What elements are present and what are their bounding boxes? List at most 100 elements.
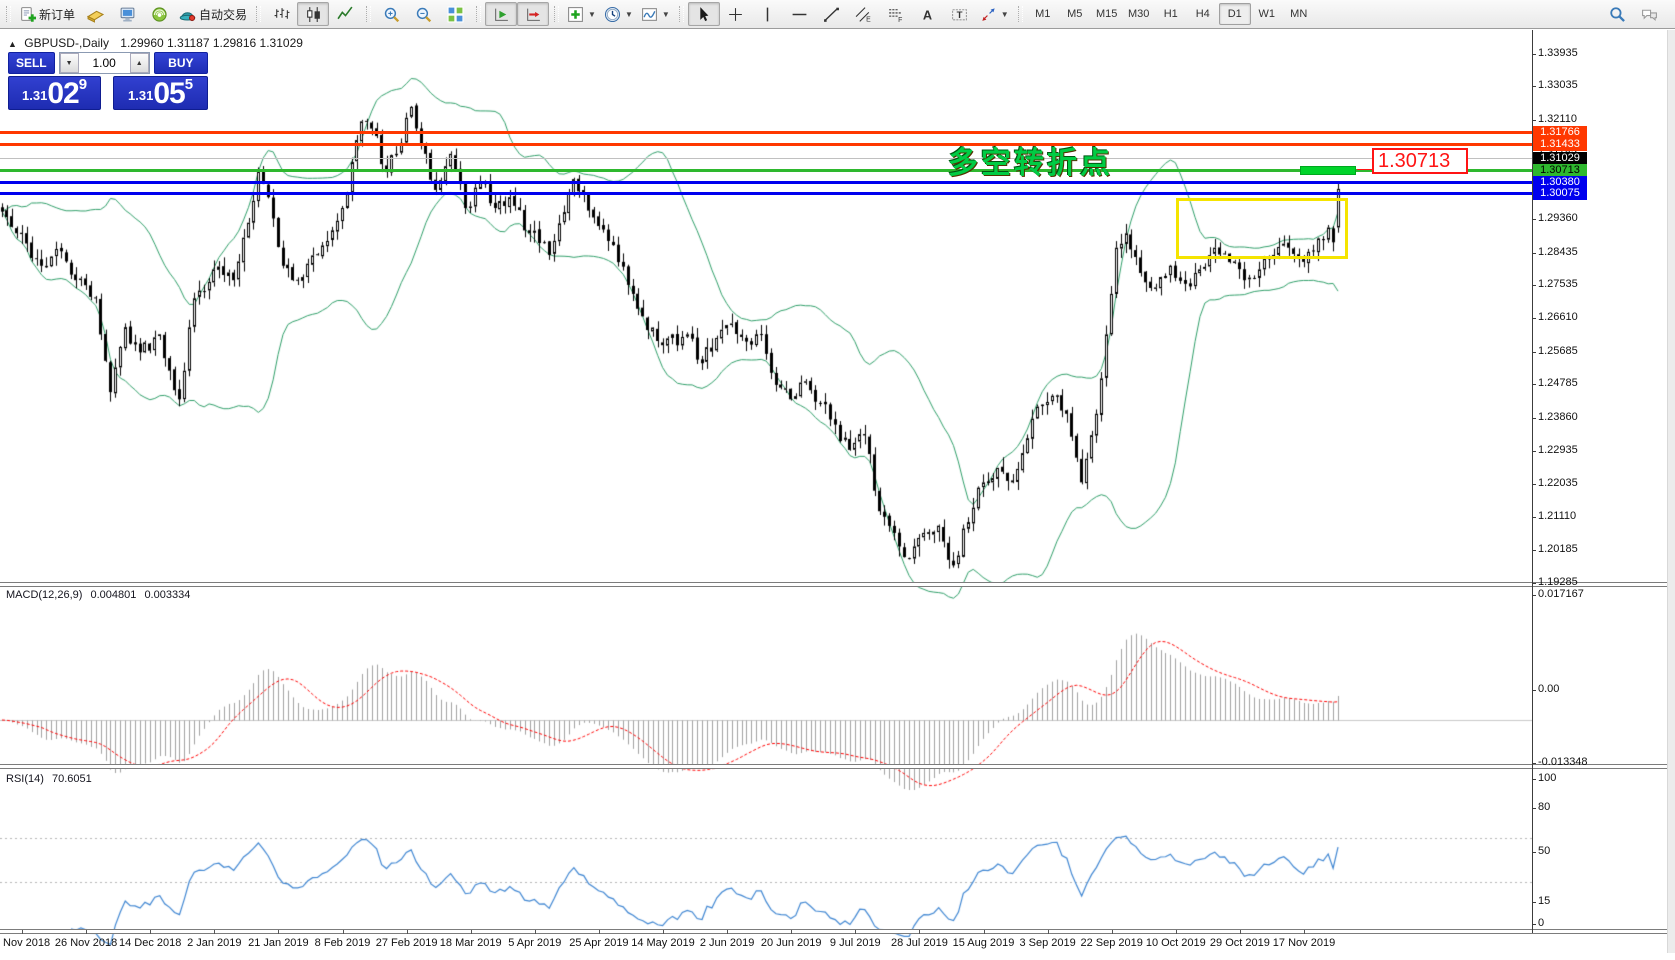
crosshair-button[interactable] [720, 2, 752, 26]
chart-shift-button[interactable] [517, 2, 550, 26]
resistance-line-1[interactable] [0, 130, 1532, 134]
toolbar-group [254, 1, 364, 27]
panel-separator[interactable] [0, 764, 1675, 769]
window-edge [1667, 30, 1675, 953]
chevron-down-icon[interactable]: ▼ [624, 9, 633, 19]
timeframe-m1-button[interactable]: M1 [1035, 8, 1051, 20]
text-label-button[interactable]: T [944, 2, 976, 26]
green-level-marker[interactable] [1300, 166, 1356, 175]
price-tick-mark [1532, 582, 1536, 584]
search-button[interactable] [1601, 2, 1633, 26]
toolbar-group: 新订单 自动交易 [4, 1, 254, 27]
text-button[interactable]: A [912, 2, 944, 26]
vertical-line-button[interactable] [752, 2, 784, 26]
buy-button[interactable]: BUY [153, 52, 208, 74]
timeframe-m30-button[interactable]: M30 [1128, 8, 1150, 20]
new-order-button[interactable]: 新订单 [15, 2, 79, 26]
chevron-down-icon[interactable]: ▼ [588, 9, 596, 19]
timeframe-w1-button[interactable]: W1 [1258, 8, 1275, 20]
volume-decrease-button[interactable]: ▼ [59, 53, 79, 73]
one-click-collapse-icon[interactable]: ▲ [8, 39, 17, 49]
bid-price-line[interactable] [0, 158, 1532, 160]
trendline-button[interactable] [816, 2, 848, 26]
metaeditor-icon [86, 6, 104, 23]
arrows-button[interactable]: ▼ [976, 2, 1013, 26]
rsi-tick-label: 80 [1538, 801, 1551, 813]
date-label: 25 Apr 2019 [569, 937, 629, 949]
rsi-tick-mark [1532, 851, 1536, 853]
toolbar-group [474, 1, 552, 27]
fibonacci-button[interactable]: F [880, 2, 912, 26]
chevron-down-icon[interactable]: ▼ [1000, 9, 1009, 19]
equidistant-channel-button[interactable]: E [848, 2, 880, 26]
toolbar-grip[interactable] [554, 6, 560, 22]
autotrading-button[interactable]: 自动交易 [175, 2, 251, 26]
price-axis-line [1532, 30, 1533, 933]
date-label: 2 Jan 2019 [187, 937, 242, 949]
timeframe-group: M1 M5 M15 M30 H1 H4 D1 W1 MN [1016, 1, 1318, 27]
date-tick-mark [1304, 930, 1305, 934]
toolbar-group: ▼ ▼ ▼ [552, 1, 677, 27]
toolbar-grip[interactable] [1017, 6, 1023, 22]
chevron-down-icon[interactable]: ▼ [661, 9, 670, 19]
date-tick-mark [855, 930, 857, 934]
news-button[interactable] [143, 2, 175, 26]
resistance-line-2[interactable] [0, 142, 1532, 146]
panel-separator[interactable] [0, 582, 1675, 587]
buy-price-sup: 5 [184, 76, 194, 93]
date-tick-mark [150, 930, 152, 934]
templates-button[interactable]: ▼ [637, 2, 674, 26]
support-line-2[interactable] [0, 191, 1532, 195]
toolbar-grip[interactable] [366, 6, 372, 22]
timeframe-h4-button[interactable]: H4 [1195, 8, 1210, 20]
toolbar-grip[interactable] [256, 6, 262, 22]
date-tick-mark [214, 930, 216, 934]
rsi-panel-canvas[interactable] [0, 798, 1532, 960]
tile-icon [447, 6, 464, 23]
zoom-out-button[interactable] [407, 2, 439, 26]
horizontal-line-button[interactable] [784, 2, 816, 26]
svg-text:A: A [923, 7, 932, 22]
terminal-button[interactable] [111, 2, 143, 26]
buy-price-tile[interactable]: 1.31 05 5 [113, 76, 208, 110]
cursor-button[interactable] [687, 2, 720, 26]
periods-button[interactable]: ▼ [600, 2, 637, 26]
main-chart-canvas[interactable] [0, 60, 1532, 613]
volume-input[interactable]: 1.00 [92, 56, 116, 70]
price-tag: 1.31029 [1533, 152, 1587, 166]
zoom-in-button[interactable] [375, 2, 407, 26]
volume-increase-button[interactable]: ▲ [129, 53, 149, 73]
arrows-icon [980, 6, 997, 23]
date-tick-mark [1175, 930, 1177, 934]
sell-button[interactable]: SELL [8, 52, 55, 74]
candle-chart-button[interactable] [297, 2, 330, 26]
yellow-rectangle-object[interactable] [1176, 198, 1348, 259]
bar-chart-button[interactable] [265, 2, 297, 26]
sell-price-tile[interactable]: 1.31 02 9 [8, 76, 102, 110]
templates-icon [641, 6, 658, 23]
price-callout-label[interactable]: 1.30713 [1372, 148, 1468, 174]
panel-separator[interactable] [0, 929, 1675, 934]
rsi-tick-label: 100 [1538, 772, 1557, 784]
community-button[interactable] [1633, 2, 1665, 26]
support-line-1[interactable] [0, 180, 1532, 184]
timeframe-h1-button[interactable]: H1 [1163, 8, 1178, 20]
timeframe-m15-button[interactable]: M15 [1096, 8, 1118, 20]
toolbar-grip[interactable] [678, 6, 684, 22]
timeframe-mn-button[interactable]: MN [1290, 8, 1308, 20]
metaeditor-button[interactable] [79, 2, 111, 26]
price-tick-label: 1.33035 [1538, 79, 1578, 92]
auto-scroll-button[interactable] [485, 2, 518, 26]
toolbar-grip[interactable] [476, 6, 482, 22]
line-chart-button[interactable] [329, 2, 361, 26]
annotation-text[interactable]: 多空转折点 [948, 147, 1113, 180]
pivot-line[interactable] [0, 168, 1532, 172]
indicators-button[interactable]: ▼ [563, 2, 600, 26]
timeframe-d1-button[interactable]: D1 [1218, 3, 1251, 25]
sell-price-prefix: 1.31 [22, 88, 48, 103]
tile-windows-button[interactable] [439, 2, 471, 26]
timeframe-m5-button[interactable]: M5 [1067, 8, 1083, 20]
price-tick-label: 1.28435 [1538, 245, 1578, 258]
rsi-tick-mark [1532, 808, 1536, 809]
toolbar-grip[interactable] [6, 6, 11, 22]
